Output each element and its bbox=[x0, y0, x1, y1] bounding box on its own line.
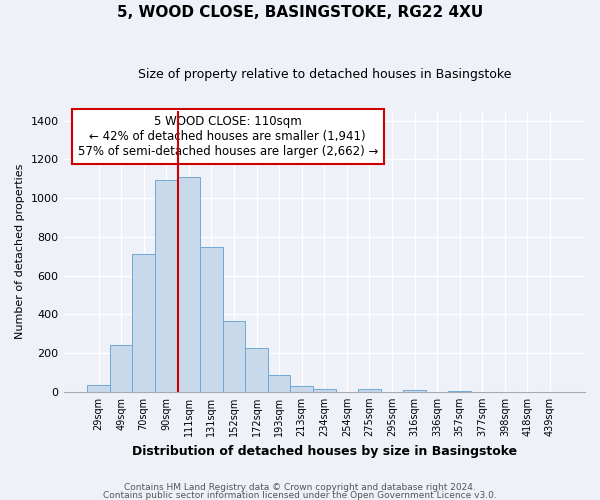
Bar bbox=[290, 386, 313, 392]
Bar bbox=[223, 321, 245, 392]
Bar bbox=[268, 376, 290, 392]
Title: Size of property relative to detached houses in Basingstoke: Size of property relative to detached ho… bbox=[137, 68, 511, 80]
Bar bbox=[200, 248, 223, 392]
Bar bbox=[403, 390, 426, 392]
Bar bbox=[358, 389, 381, 392]
Bar bbox=[178, 176, 200, 392]
X-axis label: Distribution of detached houses by size in Basingstoke: Distribution of detached houses by size … bbox=[132, 444, 517, 458]
Bar bbox=[448, 391, 471, 392]
Text: 5 WOOD CLOSE: 110sqm
← 42% of detached houses are smaller (1,941)
57% of semi-de: 5 WOOD CLOSE: 110sqm ← 42% of detached h… bbox=[77, 115, 378, 158]
Bar bbox=[87, 385, 110, 392]
Text: Contains public sector information licensed under the Open Government Licence v3: Contains public sector information licen… bbox=[103, 490, 497, 500]
Bar bbox=[133, 254, 155, 392]
Text: Contains HM Land Registry data © Crown copyright and database right 2024.: Contains HM Land Registry data © Crown c… bbox=[124, 484, 476, 492]
Bar bbox=[110, 346, 133, 392]
Bar bbox=[245, 348, 268, 392]
Y-axis label: Number of detached properties: Number of detached properties bbox=[15, 164, 25, 339]
Text: 5, WOOD CLOSE, BASINGSTOKE, RG22 4XU: 5, WOOD CLOSE, BASINGSTOKE, RG22 4XU bbox=[117, 5, 483, 20]
Bar bbox=[155, 180, 178, 392]
Bar bbox=[313, 389, 335, 392]
